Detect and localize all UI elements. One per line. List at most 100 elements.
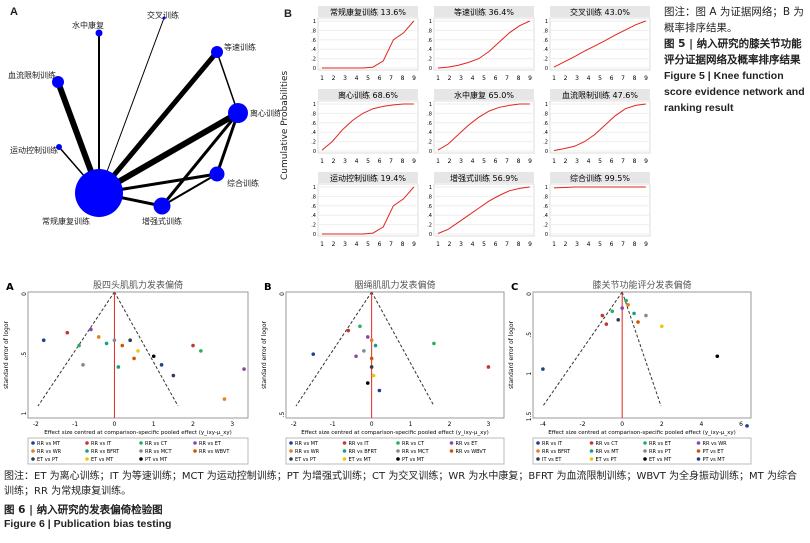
- funnel-point: [369, 356, 374, 361]
- rank-xtick: 2: [448, 75, 452, 82]
- funnel-point: [373, 343, 378, 348]
- rank-xtick: 8: [633, 241, 637, 248]
- legend-dot: [85, 441, 89, 445]
- label-ct: 交叉训练: [147, 10, 179, 20]
- legend-label: RR vs ET: [456, 441, 479, 447]
- funnel-panel-letter: C: [511, 282, 518, 293]
- funnel-point: [159, 363, 164, 367]
- funnel-plot: B 胭绳肌肌力发表偏倚 0 .5 -2 -1 0 1 2 3 Effect size centred…: [261, 279, 505, 465]
- funnel-xtick: 2: [660, 421, 664, 428]
- funnel-point: [77, 343, 81, 348]
- funnel-xtick: 0: [370, 421, 374, 428]
- rank-xtick: 2: [448, 158, 452, 165]
- funnel-xtick: 1: [152, 421, 156, 428]
- rank-panel-title: 综合训练 99.5%: [570, 173, 630, 183]
- rank-xtick: 3: [575, 241, 579, 248]
- rank-curve: [322, 186, 415, 235]
- funnel-xtick: -2: [291, 421, 297, 428]
- rank-xtick: 8: [517, 158, 521, 165]
- rank-ytick: 0: [429, 232, 432, 238]
- rank-xtick: 7: [389, 241, 393, 248]
- legend-label: RR vs MCT: [145, 449, 172, 455]
- funnel-xtick: 3: [487, 421, 491, 428]
- funnel-point: [116, 365, 121, 369]
- legend-dot: [139, 457, 143, 461]
- rank-curve: [321, 103, 414, 151]
- legend-dot: [342, 449, 347, 453]
- rank-ytick: 1: [313, 102, 316, 108]
- legend-dot: [342, 441, 347, 445]
- rank-ytick: .4: [543, 213, 548, 219]
- evidence-network: 水中康复 交叉训练 等速训练 血流限制训练 离心训练 运动控制训练 综合训练 增…: [8, 10, 280, 226]
- legend-dot: [139, 449, 143, 453]
- legend-label: RR vs MT: [37, 441, 61, 447]
- rank-panel-title: 运动控制训练 19.4%: [330, 173, 406, 183]
- funnel-point: [365, 381, 370, 385]
- node-rr: [75, 169, 123, 217]
- rank-ytick: .2: [543, 57, 548, 63]
- rank-xtick: 5: [366, 158, 370, 165]
- funnel-ytick: .5: [279, 412, 286, 418]
- funnel-ylabel: standard error of logor: [261, 321, 268, 389]
- funnel-point: [104, 341, 109, 346]
- rank-xtick: 5: [598, 158, 602, 165]
- rank-xtick: 3: [459, 75, 463, 82]
- rank-xtick: 4: [587, 241, 591, 248]
- funnel-point: [89, 327, 93, 332]
- rank-panel: 交叉训练 43.0% 0 .2 .4 .6 .8 1 1 2 3 4 5 6 7 8 9: [543, 6, 651, 82]
- rank-ytick: .2: [427, 223, 432, 229]
- funnel-point: [222, 397, 227, 401]
- legend-label: RR vs BFRT: [542, 449, 571, 455]
- legend-label: RR vs MT: [295, 441, 319, 447]
- legend-dot: [342, 457, 347, 461]
- legend-dot: [643, 441, 647, 445]
- funnel-point: [112, 338, 117, 342]
- funnel-xtick: -2: [580, 421, 586, 428]
- rank-xtick: 7: [621, 241, 625, 248]
- rank-panel-title: 水中康复 65.0%: [454, 90, 514, 100]
- rank-ytick: .8: [427, 194, 432, 200]
- rank-ytick: 0: [313, 232, 316, 238]
- funnel-panel-letter: B: [264, 282, 272, 293]
- figure5-title-cn: 图 5 | 纳入研究的膝关节功能评分证据网络及概率排序结果: [664, 38, 802, 66]
- legend-label: RR vs WR: [703, 441, 728, 447]
- legend-dot: [589, 457, 594, 461]
- rank-ytick: .4: [311, 47, 316, 53]
- rank-xtick: 4: [471, 158, 475, 165]
- funnel-ytick: 1.5: [526, 412, 533, 422]
- rank-ytick: 0: [545, 232, 548, 238]
- rank-xtick: 5: [598, 241, 602, 248]
- funnel-xtick: 4: [700, 421, 704, 428]
- rank-ytick: 1: [545, 185, 548, 191]
- rank-ytick: .8: [543, 111, 548, 117]
- legend-dot: [31, 457, 35, 461]
- funnel-point: [624, 298, 628, 303]
- funnel-point: [242, 367, 246, 371]
- rank-xtick: 6: [494, 75, 498, 82]
- legend-label: ET vs MT: [349, 457, 372, 463]
- legend-dot: [589, 449, 594, 453]
- legend-dot: [536, 449, 540, 453]
- legend-label: RR vs CT: [145, 441, 168, 447]
- rank-ytick: .6: [543, 204, 548, 210]
- funnel-point: [636, 320, 640, 324]
- rank-xtick: 9: [528, 158, 532, 165]
- rank-ytick: .6: [311, 121, 316, 127]
- rank-panel: 水中康复 65.0% 0 .2 .4 .6 .8 1 1 2 3 4 5 6 7 8 9: [427, 89, 535, 165]
- rank-xtick: 4: [587, 75, 591, 82]
- rank-ylabel: Cumulative Probabilities: [280, 70, 290, 180]
- rank-xtick: 4: [471, 75, 475, 82]
- rank-panel-title: 常规康复训练 13.6%: [330, 7, 406, 17]
- funnel-xtick: 3: [230, 421, 234, 428]
- funnel-point: [365, 335, 370, 339]
- funnel-point: [486, 365, 491, 369]
- rank-xtick: 8: [517, 75, 521, 82]
- rank-xtick: 3: [343, 75, 347, 82]
- rank-xtick: 3: [575, 158, 579, 165]
- rank-xtick: 6: [378, 241, 382, 248]
- legend-label: RR vs BFRT: [349, 449, 378, 455]
- label-pt: 增强式训练: [142, 216, 182, 226]
- funnel-point: [65, 330, 70, 335]
- funnel-point: [171, 373, 176, 378]
- legend-label: RR vs MCT: [402, 449, 429, 455]
